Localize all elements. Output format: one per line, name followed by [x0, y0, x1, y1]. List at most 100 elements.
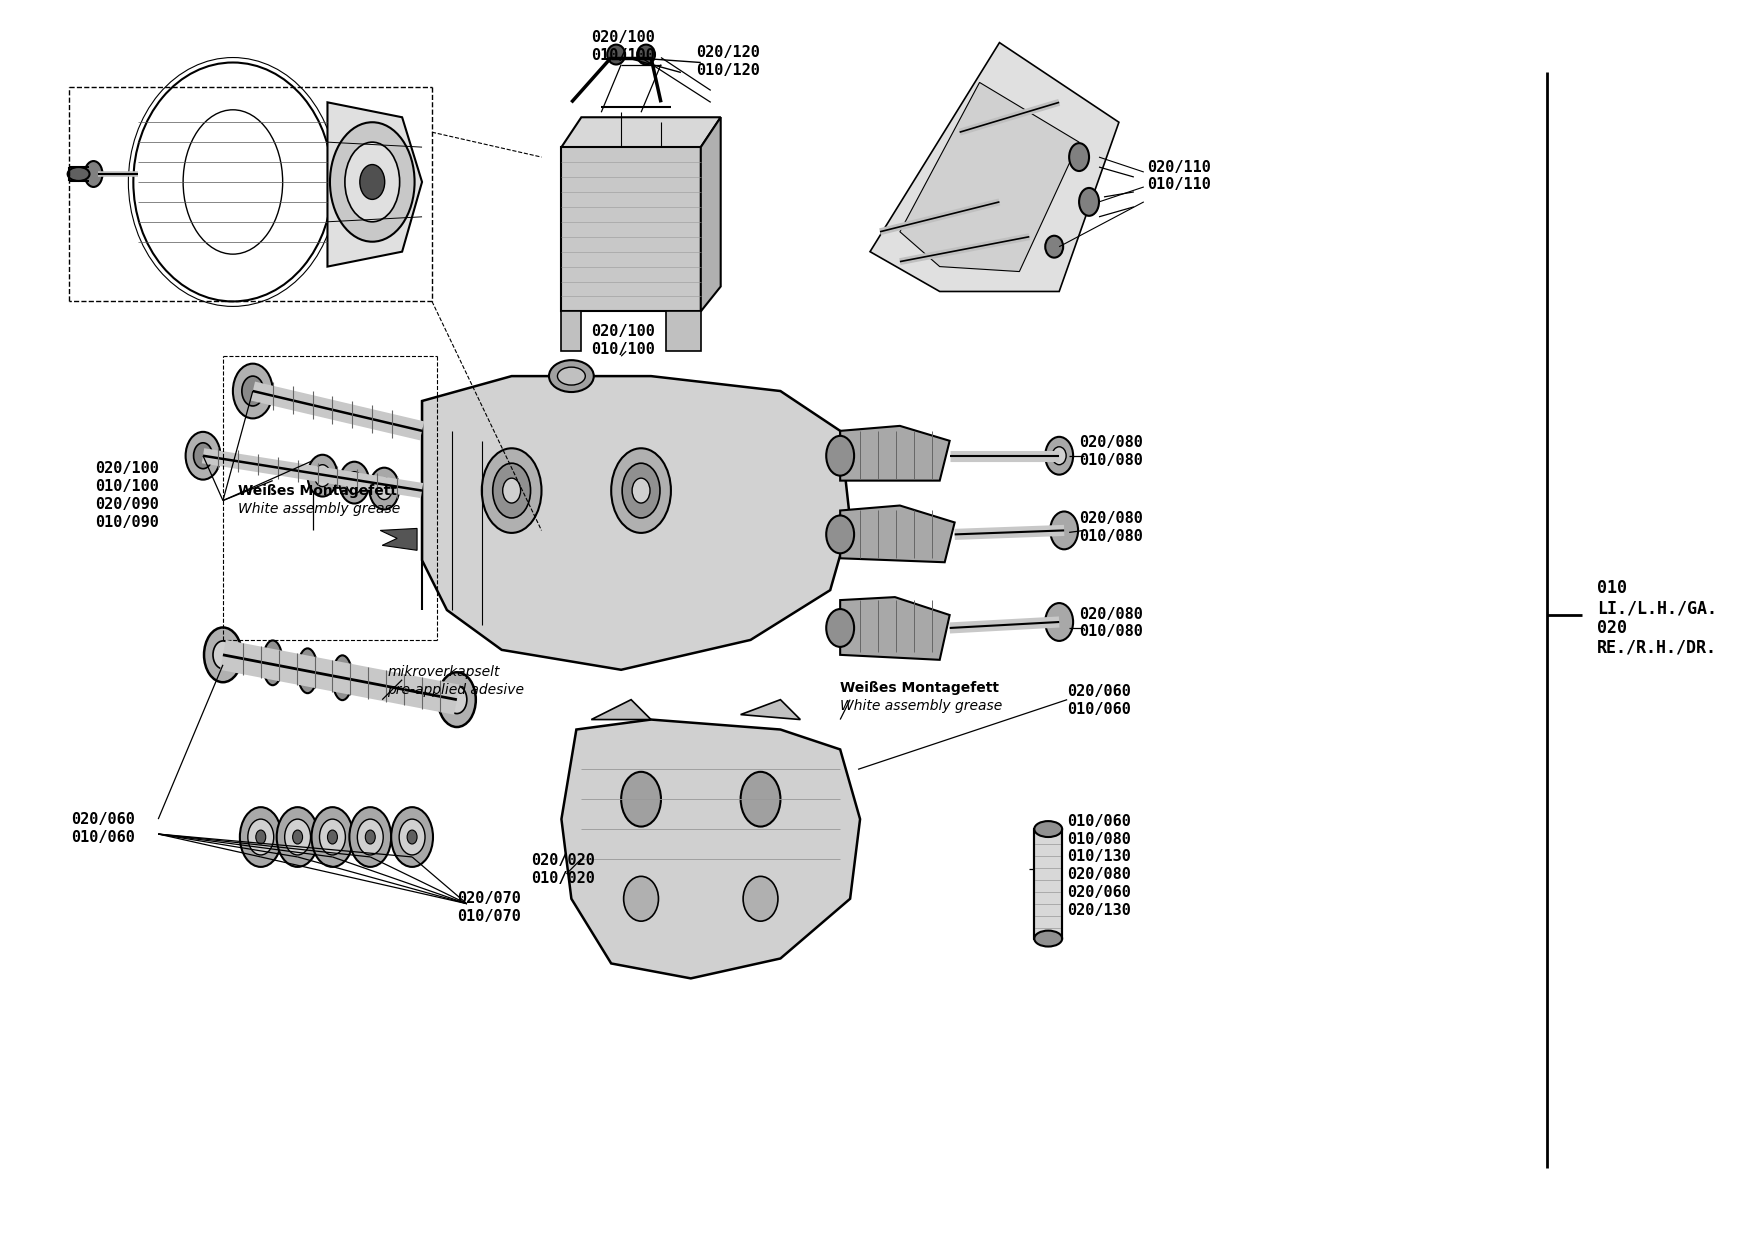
Ellipse shape — [740, 771, 781, 827]
Ellipse shape — [268, 652, 277, 673]
Ellipse shape — [400, 820, 424, 854]
Ellipse shape — [284, 820, 310, 854]
Ellipse shape — [293, 830, 303, 845]
Ellipse shape — [312, 807, 353, 867]
Polygon shape — [381, 528, 417, 550]
Ellipse shape — [503, 478, 521, 503]
Polygon shape — [328, 102, 423, 267]
Text: 010/100: 010/100 — [591, 342, 656, 356]
Ellipse shape — [358, 820, 382, 854]
Ellipse shape — [1079, 188, 1100, 216]
Text: White assembly grease: White assembly grease — [840, 698, 1003, 713]
Text: 020/060: 020/060 — [72, 811, 135, 827]
Ellipse shape — [233, 364, 272, 419]
Ellipse shape — [186, 432, 221, 479]
Polygon shape — [702, 117, 721, 312]
Ellipse shape — [549, 360, 595, 392]
Polygon shape — [561, 719, 859, 979]
Ellipse shape — [607, 45, 624, 65]
Ellipse shape — [84, 161, 102, 188]
Text: 020/100: 020/100 — [591, 30, 656, 45]
Ellipse shape — [623, 463, 660, 518]
Bar — [1035, 830, 1063, 939]
Ellipse shape — [346, 472, 363, 493]
Ellipse shape — [242, 376, 263, 406]
Ellipse shape — [493, 463, 530, 518]
Text: pre-applied adesive: pre-applied adesive — [388, 683, 524, 697]
Ellipse shape — [631, 478, 651, 503]
Ellipse shape — [826, 436, 854, 476]
Ellipse shape — [203, 627, 242, 682]
Ellipse shape — [340, 462, 370, 503]
Ellipse shape — [68, 166, 89, 181]
Text: LI./L.H./GA.: LI./L.H./GA. — [1596, 599, 1717, 617]
Text: Weißes Montagefett: Weißes Montagefett — [840, 681, 1000, 694]
Text: 020/080: 020/080 — [1079, 510, 1144, 525]
Ellipse shape — [1035, 930, 1063, 946]
Ellipse shape — [365, 830, 375, 845]
Ellipse shape — [1052, 447, 1066, 465]
Polygon shape — [561, 147, 702, 312]
Text: 020/080: 020/080 — [1066, 867, 1131, 882]
Ellipse shape — [319, 820, 346, 854]
Ellipse shape — [346, 142, 400, 222]
Text: 020/100: 020/100 — [591, 324, 656, 339]
Polygon shape — [870, 42, 1119, 292]
Text: 010/060: 010/060 — [72, 830, 135, 845]
Ellipse shape — [193, 443, 212, 468]
Polygon shape — [900, 82, 1079, 272]
Ellipse shape — [1035, 821, 1063, 837]
Ellipse shape — [1070, 143, 1089, 171]
Text: mikroverkapselt: mikroverkapselt — [388, 664, 500, 679]
Ellipse shape — [314, 465, 330, 487]
Ellipse shape — [826, 515, 854, 553]
Text: 010/080: 010/080 — [1079, 529, 1144, 544]
Text: 020/110: 020/110 — [1147, 159, 1210, 175]
Ellipse shape — [1045, 437, 1073, 474]
Ellipse shape — [370, 468, 400, 509]
Ellipse shape — [407, 830, 417, 845]
Text: 010/080: 010/080 — [1079, 625, 1144, 640]
Text: 010/080: 010/080 — [1066, 832, 1131, 847]
Text: 020/080: 020/080 — [1079, 606, 1144, 621]
Polygon shape — [740, 699, 800, 719]
Text: 010/120: 010/120 — [696, 63, 759, 78]
Ellipse shape — [482, 448, 542, 533]
Polygon shape — [840, 597, 949, 660]
Ellipse shape — [1045, 236, 1063, 257]
Ellipse shape — [360, 164, 384, 200]
Ellipse shape — [247, 820, 274, 854]
Text: 020/020: 020/020 — [531, 853, 595, 868]
Text: 010/110: 010/110 — [1147, 178, 1210, 193]
Ellipse shape — [637, 45, 654, 65]
Ellipse shape — [349, 807, 391, 867]
Text: 020/060: 020/060 — [1066, 886, 1131, 900]
Ellipse shape — [298, 648, 317, 693]
Text: 010/070: 010/070 — [456, 909, 521, 924]
Ellipse shape — [337, 667, 347, 689]
Ellipse shape — [263, 641, 282, 686]
Polygon shape — [561, 117, 721, 147]
Ellipse shape — [438, 672, 475, 727]
Polygon shape — [840, 426, 949, 481]
Ellipse shape — [826, 609, 854, 647]
Text: 010/100: 010/100 — [591, 48, 656, 63]
Text: 010/020: 010/020 — [531, 872, 595, 887]
Ellipse shape — [277, 807, 319, 867]
Text: 020/070: 020/070 — [456, 892, 521, 907]
Polygon shape — [591, 699, 651, 719]
Ellipse shape — [212, 641, 233, 668]
Text: 010/100: 010/100 — [95, 479, 160, 494]
Ellipse shape — [621, 771, 661, 827]
Text: 020/090: 020/090 — [95, 497, 160, 512]
Polygon shape — [561, 312, 581, 351]
Text: RE./R.H./DR.: RE./R.H./DR. — [1596, 638, 1717, 657]
Text: 020/060: 020/060 — [1066, 684, 1131, 699]
Ellipse shape — [1045, 604, 1073, 641]
Ellipse shape — [240, 807, 282, 867]
Text: 020/130: 020/130 — [1066, 903, 1131, 918]
Ellipse shape — [558, 368, 586, 385]
Text: 020/120: 020/120 — [696, 45, 759, 60]
Ellipse shape — [328, 830, 337, 845]
Text: 010/080: 010/080 — [1079, 453, 1144, 468]
